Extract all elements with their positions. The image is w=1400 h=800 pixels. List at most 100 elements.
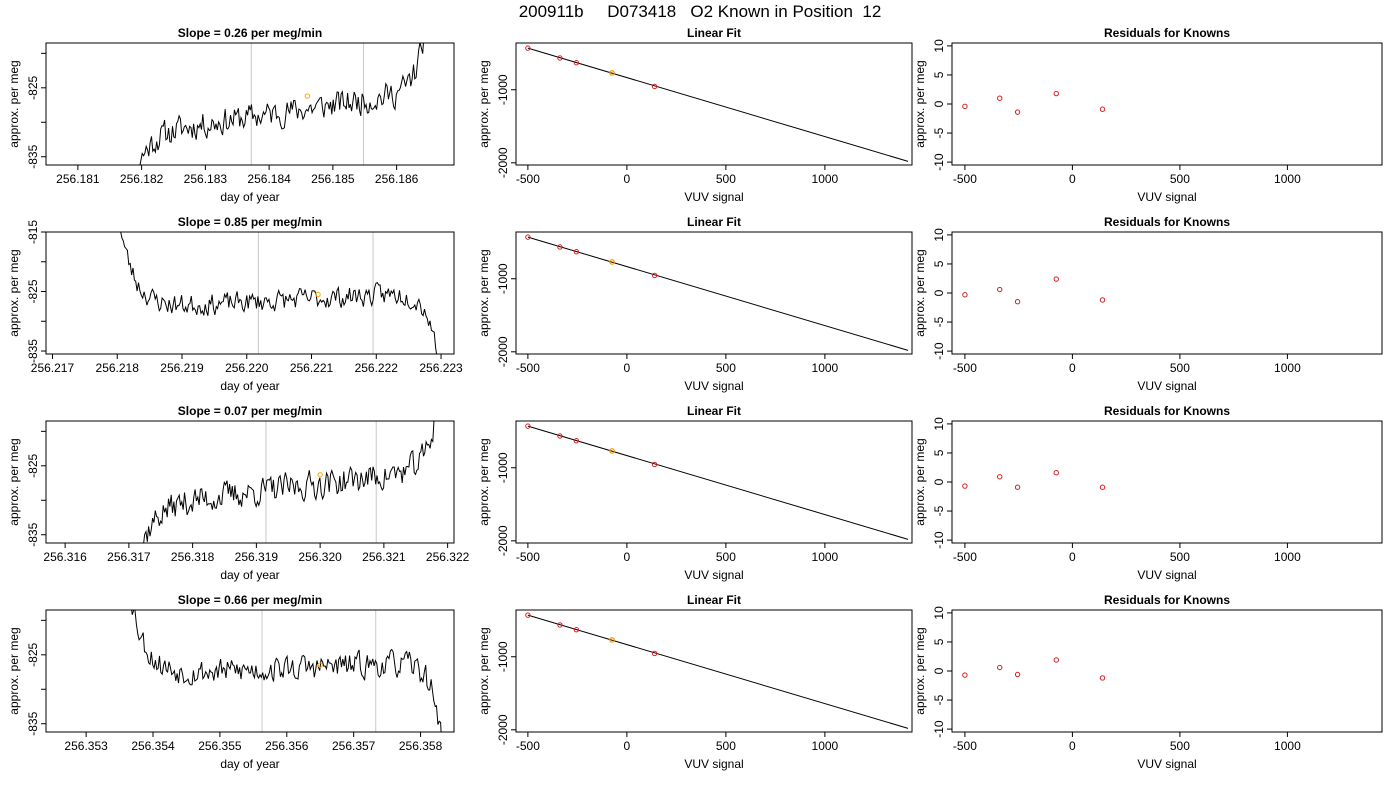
- x-axis-label: VUV signal: [684, 379, 743, 393]
- fit-point: [651, 461, 658, 468]
- panel-5: Linear Fit -500 0 500 1000 -1000 -2000 VUV sign…: [477, 215, 913, 393]
- y-axis-label: approx. per meg: [7, 249, 21, 336]
- y-tick-label: -815: [26, 220, 40, 244]
- y-tick-label: -1000: [496, 452, 510, 483]
- plot-frame: [515, 420, 913, 544]
- highlight-point: [317, 662, 323, 668]
- fit-point: [557, 433, 563, 439]
- y-tick-label: -825: [26, 642, 40, 666]
- panel-title: Residuals for Knowns: [1104, 26, 1230, 40]
- y-axis-label: approx. per meg: [913, 438, 927, 525]
- fit-point: [573, 60, 580, 66]
- y-tick-label: -2000: [496, 525, 510, 556]
- x-tick-label: 256.354: [131, 739, 175, 753]
- y-tick-label: -825: [26, 75, 40, 99]
- x-tick-label: 256.317: [107, 550, 151, 564]
- residual-point: [1099, 484, 1106, 490]
- fit-line: [527, 47, 909, 162]
- x-tick-label: 256.353: [64, 739, 108, 753]
- highlight-point: [609, 259, 615, 265]
- plot-frame: [45, 609, 455, 733]
- panel-8: Linear Fit -500 0 500 1000 -1000 -2000 VUV sign…: [477, 404, 913, 582]
- x-tick-label: 256.358: [399, 739, 443, 753]
- fit-point: [573, 249, 580, 255]
- y-tick-label: 0: [932, 100, 946, 107]
- x-tick-label: 500: [716, 361, 736, 375]
- residual-point: [1099, 675, 1106, 681]
- y-tick-label: 10: [932, 228, 946, 242]
- residual-point: [1014, 484, 1021, 490]
- y-axis-label: approx. per meg: [7, 438, 21, 525]
- highlight-point: [609, 70, 615, 76]
- x-tick-label: -500: [953, 172, 977, 186]
- data-series-line: [131, 610, 442, 732]
- panel-12: Residuals for Knowns -500 0 500 1000 -10 -5 0 5 1…: [913, 593, 1383, 771]
- residual-point: [997, 95, 1003, 101]
- plot-area: [525, 234, 909, 351]
- panel-title: Slope = 0.66 per meg/min: [178, 593, 322, 607]
- plot-area: [120, 232, 438, 354]
- x-axis-label: VUV signal: [1137, 568, 1196, 582]
- y-tick-label: -1000: [496, 263, 510, 294]
- plot-frame: [951, 231, 1383, 355]
- y-tick-label: -1000: [496, 641, 510, 672]
- panel-4: Slope = 0.85 per meg/min 256.217 256.218 25…: [7, 215, 463, 393]
- x-tick-label: 256.356: [265, 739, 309, 753]
- y-axis-label: approx. per meg: [7, 627, 21, 714]
- y-tick-label: -5: [932, 505, 946, 516]
- plot-area: [525, 612, 909, 729]
- x-tick-label: 256.217: [31, 361, 75, 375]
- x-tick-label: 1000: [812, 739, 839, 753]
- residual-point: [962, 103, 968, 110]
- plot-area: [962, 276, 1106, 305]
- plot-area: [143, 421, 435, 543]
- y-tick-label: -825: [26, 453, 40, 477]
- panel-7: Slope = 0.07 per meg/min 256.316 256.317 25…: [7, 404, 470, 582]
- x-tick-label: 256.223: [419, 361, 463, 375]
- fit-point: [651, 650, 658, 657]
- x-tick-label: 500: [716, 550, 736, 564]
- fit-point: [573, 438, 580, 444]
- x-tick-label: 256.181: [56, 172, 100, 186]
- plot-area: [962, 657, 1106, 681]
- plot-area: [962, 90, 1106, 115]
- panel-title: Residuals for Knowns: [1104, 404, 1230, 418]
- highlight-point: [304, 93, 311, 99]
- data-series-line: [139, 43, 424, 165]
- panel-10: Slope = 0.66 per meg/min 256.353 256.354 25…: [7, 593, 455, 771]
- plot-frame: [951, 609, 1383, 733]
- x-tick-label: 1000: [1274, 739, 1301, 753]
- x-tick-label: 0: [1069, 739, 1076, 753]
- y-tick-label: -10: [932, 153, 946, 171]
- plot-frame: [951, 42, 1383, 166]
- y-axis-label: approx. per meg: [477, 60, 491, 147]
- panel-1: Slope = 0.26 per meg/min 256.181 256.182 25…: [7, 26, 455, 204]
- x-tick-label: 1000: [1274, 550, 1301, 564]
- x-tick-label: 500: [1170, 739, 1190, 753]
- x-tick-label: -500: [953, 361, 977, 375]
- panel-title: Linear Fit: [687, 215, 741, 229]
- fit-point: [651, 272, 658, 279]
- x-tick-label: 0: [1069, 172, 1076, 186]
- x-tick-label: -500: [953, 550, 977, 564]
- x-tick-label: 256.182: [120, 172, 164, 186]
- y-axis-label: approx. per meg: [913, 249, 927, 336]
- y-axis-label: approx. per meg: [477, 438, 491, 525]
- x-tick-label: 256.319: [235, 550, 279, 564]
- x-axis-label: day of year: [220, 757, 279, 771]
- fit-line: [527, 236, 909, 351]
- y-axis-label: approx. per meg: [477, 627, 491, 714]
- y-tick-label: -835: [26, 711, 40, 735]
- x-tick-label: 1000: [812, 550, 839, 564]
- plot-frame: [515, 42, 913, 166]
- y-tick-label: -825: [26, 279, 40, 303]
- y-tick-label: -10: [932, 531, 946, 549]
- plot-frame: [515, 231, 913, 355]
- figure-title: 200911b D073418 O2 Known in Position 12: [518, 2, 882, 21]
- x-axis-label: VUV signal: [1137, 379, 1196, 393]
- y-tick-label: 0: [932, 478, 946, 485]
- x-tick-label: 256.186: [375, 172, 419, 186]
- y-tick-label: 0: [932, 289, 946, 296]
- panel-title: Slope = 0.85 per meg/min: [178, 215, 322, 229]
- x-tick-label: 256.316: [43, 550, 87, 564]
